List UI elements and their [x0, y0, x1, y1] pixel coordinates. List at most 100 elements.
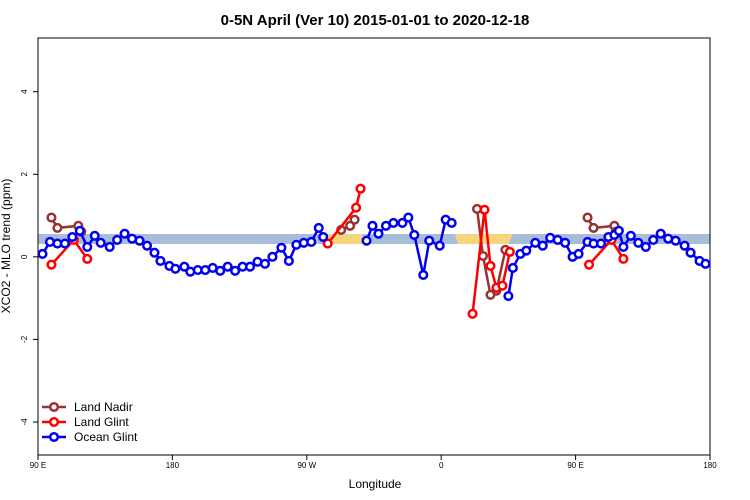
data-point [595, 238, 607, 249]
data-point [46, 212, 57, 223]
data-point [521, 245, 532, 256]
data-point [583, 259, 595, 270]
x-tick-label: 180 [703, 461, 717, 470]
data-point [134, 235, 145, 246]
data-point [349, 214, 360, 225]
data-point [95, 237, 106, 248]
data-point [355, 183, 366, 194]
data-point [424, 235, 435, 246]
data-point [537, 240, 548, 251]
data-point [507, 262, 518, 274]
legend-label: Land Nadir [74, 400, 133, 414]
legend-marker [48, 401, 60, 413]
data-point [230, 265, 241, 276]
data-point [283, 255, 294, 267]
y-tick-label: -2 [20, 335, 29, 343]
data-point [46, 259, 57, 270]
data-point [633, 237, 644, 248]
data-point [82, 253, 93, 264]
series-line [50, 208, 618, 297]
data-point [618, 253, 629, 264]
data-point [373, 228, 384, 239]
data-point [685, 247, 696, 258]
data-point [388, 217, 399, 229]
x-tick-label: 0 [439, 461, 444, 470]
data-point [700, 258, 711, 269]
data-point [403, 212, 414, 223]
x-tick-label: 180 [166, 461, 180, 470]
data-point [267, 251, 278, 262]
legend-marker [48, 416, 60, 428]
data-point [74, 225, 85, 236]
plot-frame [37, 37, 711, 456]
x-tick-label: 90 E [30, 461, 46, 470]
data-point [397, 217, 408, 229]
legend-marker [48, 431, 60, 443]
data-point [37, 248, 48, 259]
y-tick-label: 0 [20, 254, 29, 259]
data-point [625, 230, 636, 241]
land-band [325, 234, 367, 244]
data-point [497, 280, 508, 291]
data-point [67, 231, 78, 243]
data-point [679, 240, 690, 251]
data-point [318, 231, 329, 243]
x-tick-label: 90 E [567, 461, 583, 470]
data-point [82, 241, 93, 252]
data-point [588, 222, 599, 233]
data-point [322, 238, 333, 249]
y-tick-label: 2 [20, 171, 29, 176]
data-point [446, 217, 457, 229]
data-point [573, 248, 584, 259]
data-point [582, 212, 593, 223]
series-line [50, 188, 625, 314]
data-point [222, 261, 233, 272]
data-point [479, 204, 490, 215]
data-point [361, 235, 372, 246]
data-point [112, 234, 123, 245]
data-point [149, 247, 160, 258]
data-point [670, 235, 681, 246]
data-point [640, 241, 651, 252]
data-point [504, 246, 515, 257]
y-tick-label: 4 [20, 89, 29, 94]
data-point [306, 236, 317, 248]
data-point [276, 242, 287, 253]
data-point [418, 269, 429, 281]
data-point [170, 263, 181, 274]
data-point [655, 228, 666, 239]
data-point [155, 255, 166, 267]
x-tick-label: 90 W [297, 461, 316, 470]
data-point [245, 261, 256, 272]
data-point [560, 237, 571, 248]
data-point [485, 260, 496, 271]
data-point [648, 234, 659, 245]
data-point [119, 228, 130, 239]
data-point [467, 308, 478, 319]
data-point [89, 230, 100, 241]
data-point [215, 265, 226, 276]
data-point [503, 290, 514, 302]
legend-label: Land Glint [74, 415, 129, 429]
data-point [52, 222, 63, 233]
data-point [409, 229, 420, 240]
data-point [141, 240, 153, 251]
reference-band [38, 234, 710, 244]
data-point [59, 238, 70, 249]
y-tick-label: -4 [20, 418, 29, 426]
data-point [179, 261, 190, 272]
data-point [367, 220, 378, 231]
x-axis-label: Longitude [349, 477, 402, 491]
data-point [259, 258, 271, 269]
data-point [351, 202, 362, 213]
chart-title: 0-5N April (Ver 10) 2015-01-01 to 2020-1… [221, 12, 530, 29]
legend-label: Ocean Glint [74, 430, 138, 444]
data-point [434, 240, 445, 251]
y-axis-label: XCO2 - MLO trend (ppm) [0, 179, 13, 314]
data-point [618, 241, 629, 252]
data-point [613, 225, 624, 236]
data-point [313, 222, 324, 233]
data-point [104, 241, 115, 252]
land-band [455, 234, 513, 244]
